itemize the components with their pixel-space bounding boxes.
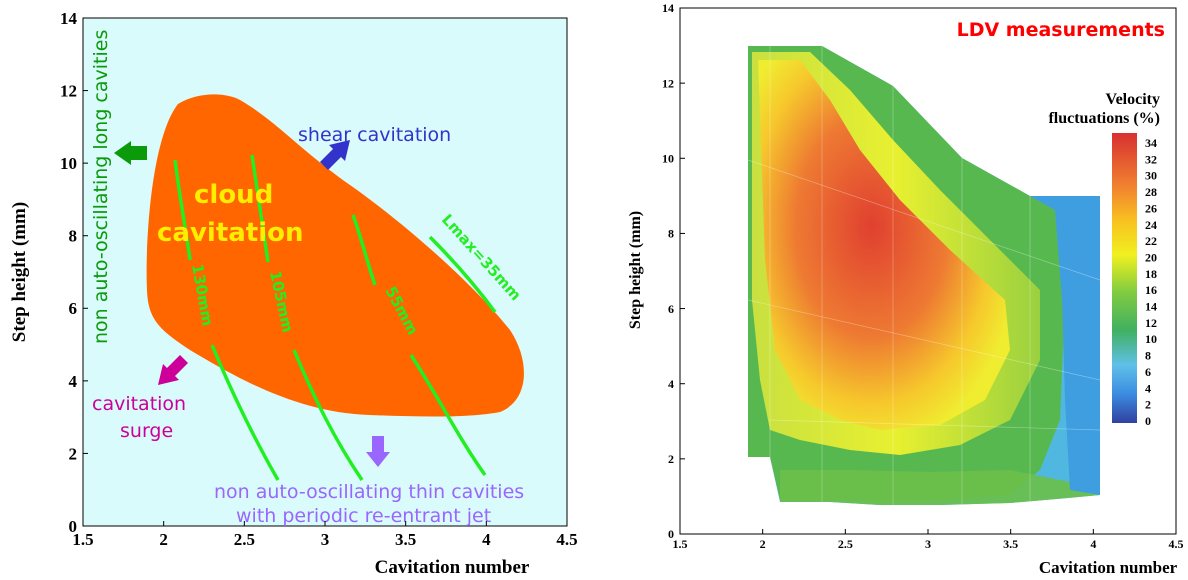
left-axis-ticks: 1.5 2 2.5 3 3.5 4 4.5 0 2 4 6 8 10 12 14 (60, 9, 578, 549)
colorbar-tick-label: 10 (1145, 332, 1157, 346)
curve-lmax-35mm (428, 235, 497, 314)
left-xtick-label: 4.5 (556, 530, 577, 549)
left-xtick-label: 3.5 (395, 530, 416, 549)
right-xtick-label: 3.5 (1003, 537, 1018, 551)
right-ytick-label: 2 (668, 452, 674, 466)
left-ytick-label: 14 (60, 9, 78, 28)
left-ytick-label: 4 (69, 372, 78, 391)
cloud-label-line2: cavitation (157, 218, 304, 248)
left-ytick-label: 2 (69, 444, 78, 463)
colorbar-title-line2: fluctuations (%) (1048, 110, 1160, 127)
colorbar-tick-label: 22 (1145, 234, 1157, 248)
right-ylabel: Step height (mm) (627, 211, 644, 329)
colorbar-tick-label: 2 (1145, 398, 1151, 412)
cloud-label-line1: cloud (194, 180, 273, 210)
colorbar (1112, 133, 1137, 423)
right-xtick-label: 4.5 (1169, 537, 1184, 551)
annotation-long-cavities: non auto-oscillating long cavities (90, 30, 112, 344)
left-chart: 130mm 105mm 55mm Lmax=35mm cloud cavitat… (9, 9, 578, 578)
left-xlabel: Cavitation number (375, 557, 530, 578)
colorbar-tick-label: 26 (1145, 201, 1157, 215)
annotation-thin-line1: non auto-oscillating thin cavities (214, 481, 524, 503)
right-ytick-label: 14 (662, 1, 674, 15)
right-ytick-label: 4 (668, 377, 674, 391)
colorbar-tick-label: 34 (1145, 136, 1157, 150)
colorbar-tick-label: 24 (1145, 218, 1157, 232)
heatmap-bottom-green (780, 470, 1100, 505)
curve-105mm (250, 154, 364, 481)
colorbar-tick-label: 32 (1145, 152, 1157, 166)
colorbar-tick-label: 20 (1145, 250, 1157, 264)
colorbar-tick-label: 30 (1145, 169, 1157, 183)
right-ytick-label: 10 (662, 151, 674, 165)
left-xtick-label: 4 (482, 530, 491, 549)
annotation-surge-line2: surge (120, 420, 173, 442)
left-xtick-label: 3 (321, 530, 330, 549)
arrow-down-left-icon (158, 355, 188, 385)
colorbar-tick-label: 18 (1145, 267, 1157, 281)
colorbar-tick-label: 0 (1145, 414, 1151, 428)
colorbar-tick-label: 14 (1145, 300, 1157, 314)
left-xtick-label: 2 (159, 530, 168, 549)
curve-130mm (173, 159, 280, 481)
left-ytick-label: 6 (69, 299, 78, 318)
right-xtick-label: 2.5 (838, 537, 853, 551)
left-ytick-label: 0 (69, 517, 78, 536)
heatmap-mesh (747, 46, 1101, 505)
colorbar-tick-label: 6 (1145, 365, 1151, 379)
right-chart: LDV measurements Velocity fluctuations (… (627, 1, 1184, 577)
left-ytick-label: 10 (60, 154, 77, 173)
left-ytick-label: 8 (69, 227, 78, 246)
annotation-thin-line2: with periodic re-entrant jet (236, 505, 491, 527)
annotation-surge-line1: cavitation (92, 393, 186, 415)
colorbar-tick-label: 4 (1145, 381, 1151, 395)
cloud-cavitation-region (146, 94, 524, 417)
annotation-shear: shear cavitation (298, 124, 451, 146)
right-xlabel: Cavitation number (1039, 558, 1178, 577)
left-ylabel: Step height (mm) (9, 202, 30, 342)
right-ytick-label: 0 (668, 527, 674, 541)
right-ytick-label: 12 (662, 76, 674, 90)
colorbar-title-line1: Velocity (1105, 91, 1160, 108)
arrow-down-icon (366, 436, 390, 467)
right-title: LDV measurements (957, 19, 1165, 41)
left-xtick-label: 2.5 (234, 530, 255, 549)
heatmap-hot-core (758, 60, 1010, 430)
colorbar-tick-label: 28 (1145, 185, 1157, 199)
heatmap-blue-region (1030, 196, 1100, 495)
left-xtick-label: 1.5 (72, 530, 93, 549)
colorbar-tick-label: 16 (1145, 283, 1157, 297)
colorbar-tick-label: 8 (1145, 349, 1151, 363)
right-xtick-label: 1.5 (673, 537, 688, 551)
right-ytick-label: 8 (668, 227, 674, 241)
right-xtick-label: 2 (760, 537, 766, 551)
right-ytick-label: 6 (668, 302, 674, 316)
right-xtick-label: 3 (925, 537, 931, 551)
left-ytick-label: 12 (60, 82, 77, 101)
arrow-up-right-icon (320, 140, 350, 170)
curve-55mm (351, 214, 487, 477)
arrow-left-icon (114, 141, 147, 165)
colorbar-tick-label: 12 (1145, 316, 1157, 330)
right-xtick-label: 4 (1090, 537, 1096, 551)
